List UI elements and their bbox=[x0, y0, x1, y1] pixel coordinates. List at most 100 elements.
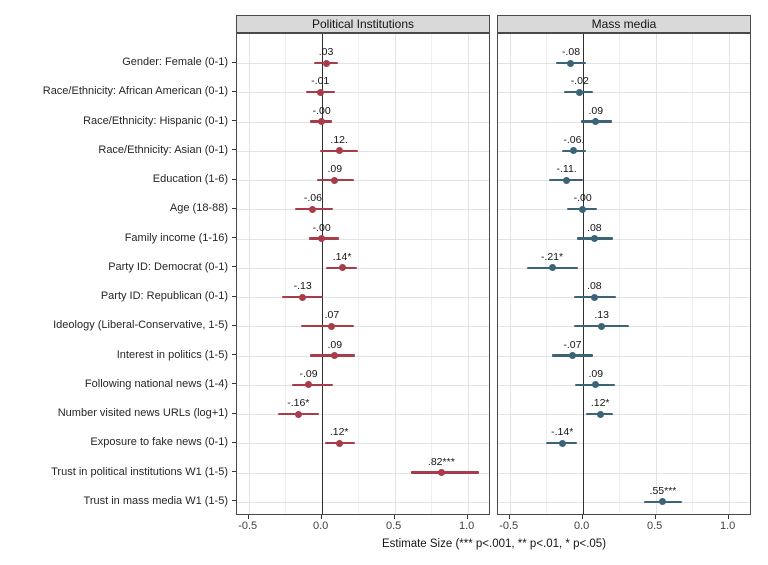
estimate-value-label: .14* bbox=[332, 250, 352, 263]
estimate-point bbox=[590, 293, 598, 301]
y-axis-tick bbox=[232, 295, 236, 297]
estimate-value-label: -.00 bbox=[312, 104, 331, 117]
x-tick-label: 1.0 bbox=[719, 520, 736, 532]
panel-title-political-institutions: Political Institutions bbox=[311, 17, 415, 31]
x-axis-tick bbox=[320, 515, 322, 519]
gridline-row bbox=[498, 63, 750, 64]
gridline-minor bbox=[431, 34, 433, 514]
y-axis-tick bbox=[232, 471, 236, 472]
estimate-point bbox=[331, 176, 339, 184]
gridline-row bbox=[237, 92, 489, 94]
y-axis-tick bbox=[232, 266, 236, 268]
estimate-point bbox=[331, 352, 339, 359]
gridline-row bbox=[237, 209, 489, 211]
y-axis-tick bbox=[232, 354, 236, 355]
category-label: Education (1-6) bbox=[152, 173, 228, 185]
estimate-value-label: -.21* bbox=[540, 250, 564, 263]
estimate-point bbox=[318, 118, 326, 125]
gridline-row bbox=[237, 384, 489, 386]
estimate-value-label: -.06 bbox=[303, 192, 322, 205]
category-label: Interest in politics (1-5) bbox=[116, 348, 228, 361]
estimate-value-label: .82*** bbox=[427, 455, 455, 468]
gridline-minor bbox=[692, 34, 694, 514]
estimate-value-label: -.16* bbox=[287, 397, 310, 409]
estimate-point bbox=[598, 322, 606, 330]
gridline-row bbox=[498, 121, 750, 123]
y-axis-tick bbox=[232, 237, 236, 238]
x-tick-label: 0.0 bbox=[313, 520, 329, 532]
estimate-value-label: .09 bbox=[588, 367, 604, 380]
gridline-row bbox=[237, 472, 489, 474]
estimate-value-label: -.08 bbox=[561, 46, 581, 58]
x-axis-tick bbox=[508, 515, 510, 519]
estimate-value-label: .08 bbox=[587, 280, 602, 292]
gridline-row bbox=[498, 443, 750, 445]
y-axis-tick bbox=[232, 207, 236, 209]
category-label: Party ID: Democrat (0-1) bbox=[108, 260, 228, 273]
gridline-row bbox=[237, 501, 489, 503]
category-label: Race/Ethnicity: Hispanic (0-1) bbox=[83, 114, 228, 127]
gridline-minor bbox=[619, 34, 621, 514]
x-tick-label: 0.5 bbox=[385, 520, 402, 532]
y-axis-tick bbox=[232, 383, 236, 385]
y-axis-tick bbox=[232, 61, 236, 63]
category-label: Trust in mass media W1 (1-5) bbox=[83, 494, 228, 507]
estimate-point bbox=[309, 205, 317, 213]
gridline-row bbox=[498, 180, 750, 181]
estimate-point bbox=[322, 59, 330, 67]
estimate-value-label: .12* bbox=[590, 397, 610, 409]
estimate-point bbox=[318, 235, 326, 242]
gridline-row bbox=[498, 384, 750, 386]
estimate-point bbox=[592, 381, 600, 389]
category-label: Trust in political institutions W1 (1-5) bbox=[51, 465, 228, 478]
y-axis-tick bbox=[232, 500, 236, 502]
estimate-point bbox=[338, 264, 346, 272]
x-axis-tick bbox=[466, 515, 468, 519]
estimate-point bbox=[294, 410, 302, 418]
gridline-major bbox=[728, 34, 730, 514]
x-tick-label: 0.0 bbox=[574, 520, 590, 532]
estimate-value-label: .09 bbox=[327, 163, 343, 175]
category-label: Gender: Female (0-1) bbox=[122, 56, 228, 68]
category-label: Age (18-88) bbox=[169, 202, 228, 215]
estimate-point bbox=[316, 88, 324, 96]
gridline-minor bbox=[358, 34, 360, 514]
gridline-row bbox=[237, 414, 489, 415]
gridline-row bbox=[237, 63, 489, 64]
estimate-point bbox=[596, 410, 604, 418]
x-tick-label: -0.5 bbox=[499, 520, 519, 532]
gridline-row bbox=[498, 92, 750, 94]
gridline-major bbox=[248, 34, 250, 514]
x-axis-tick bbox=[654, 515, 656, 519]
category-label: Family income (1-16) bbox=[124, 231, 228, 244]
confidence-interval bbox=[410, 471, 480, 474]
estimate-value-label: -.14* bbox=[551, 426, 574, 439]
estimate-point bbox=[568, 352, 576, 359]
gridline-row bbox=[498, 150, 750, 152]
estimate-value-label: .07 bbox=[324, 309, 340, 322]
gridline-row bbox=[498, 267, 750, 269]
estimate-value-label: -.11. bbox=[556, 163, 577, 175]
gridline-row bbox=[498, 501, 750, 503]
y-axis-tick bbox=[232, 149, 236, 151]
gridline-row bbox=[237, 297, 489, 298]
estimate-point bbox=[299, 293, 307, 301]
gridline-row bbox=[237, 267, 489, 269]
gridline-row bbox=[498, 472, 750, 474]
estimate-value-label: -.13 bbox=[293, 280, 312, 292]
y-axis-tick bbox=[232, 120, 236, 121]
confidence-interval bbox=[292, 383, 334, 386]
estimate-point bbox=[579, 205, 587, 213]
panel-political-institutions: .03 -.01 -.00 .12. .09 -.06 -.00 .14* -.13 .07 .09… bbox=[236, 33, 490, 515]
estimate-value-label: -.06. bbox=[563, 133, 585, 146]
gridline-row bbox=[237, 150, 489, 152]
panel-title-mass-media: Mass media bbox=[591, 17, 657, 31]
gridline-row bbox=[498, 297, 750, 298]
estimate-value-label: -.00 bbox=[573, 192, 592, 205]
estimate-value-label: -.02 bbox=[570, 75, 589, 88]
gridline-row bbox=[237, 326, 489, 328]
panel-header-mass-media: Mass media bbox=[497, 15, 751, 33]
category-label: Race/Ethnicity: Asian (0-1) bbox=[98, 143, 228, 156]
category-label: Race/Ethnicity: African American (0-1) bbox=[42, 85, 228, 98]
gridline-row bbox=[237, 121, 489, 123]
